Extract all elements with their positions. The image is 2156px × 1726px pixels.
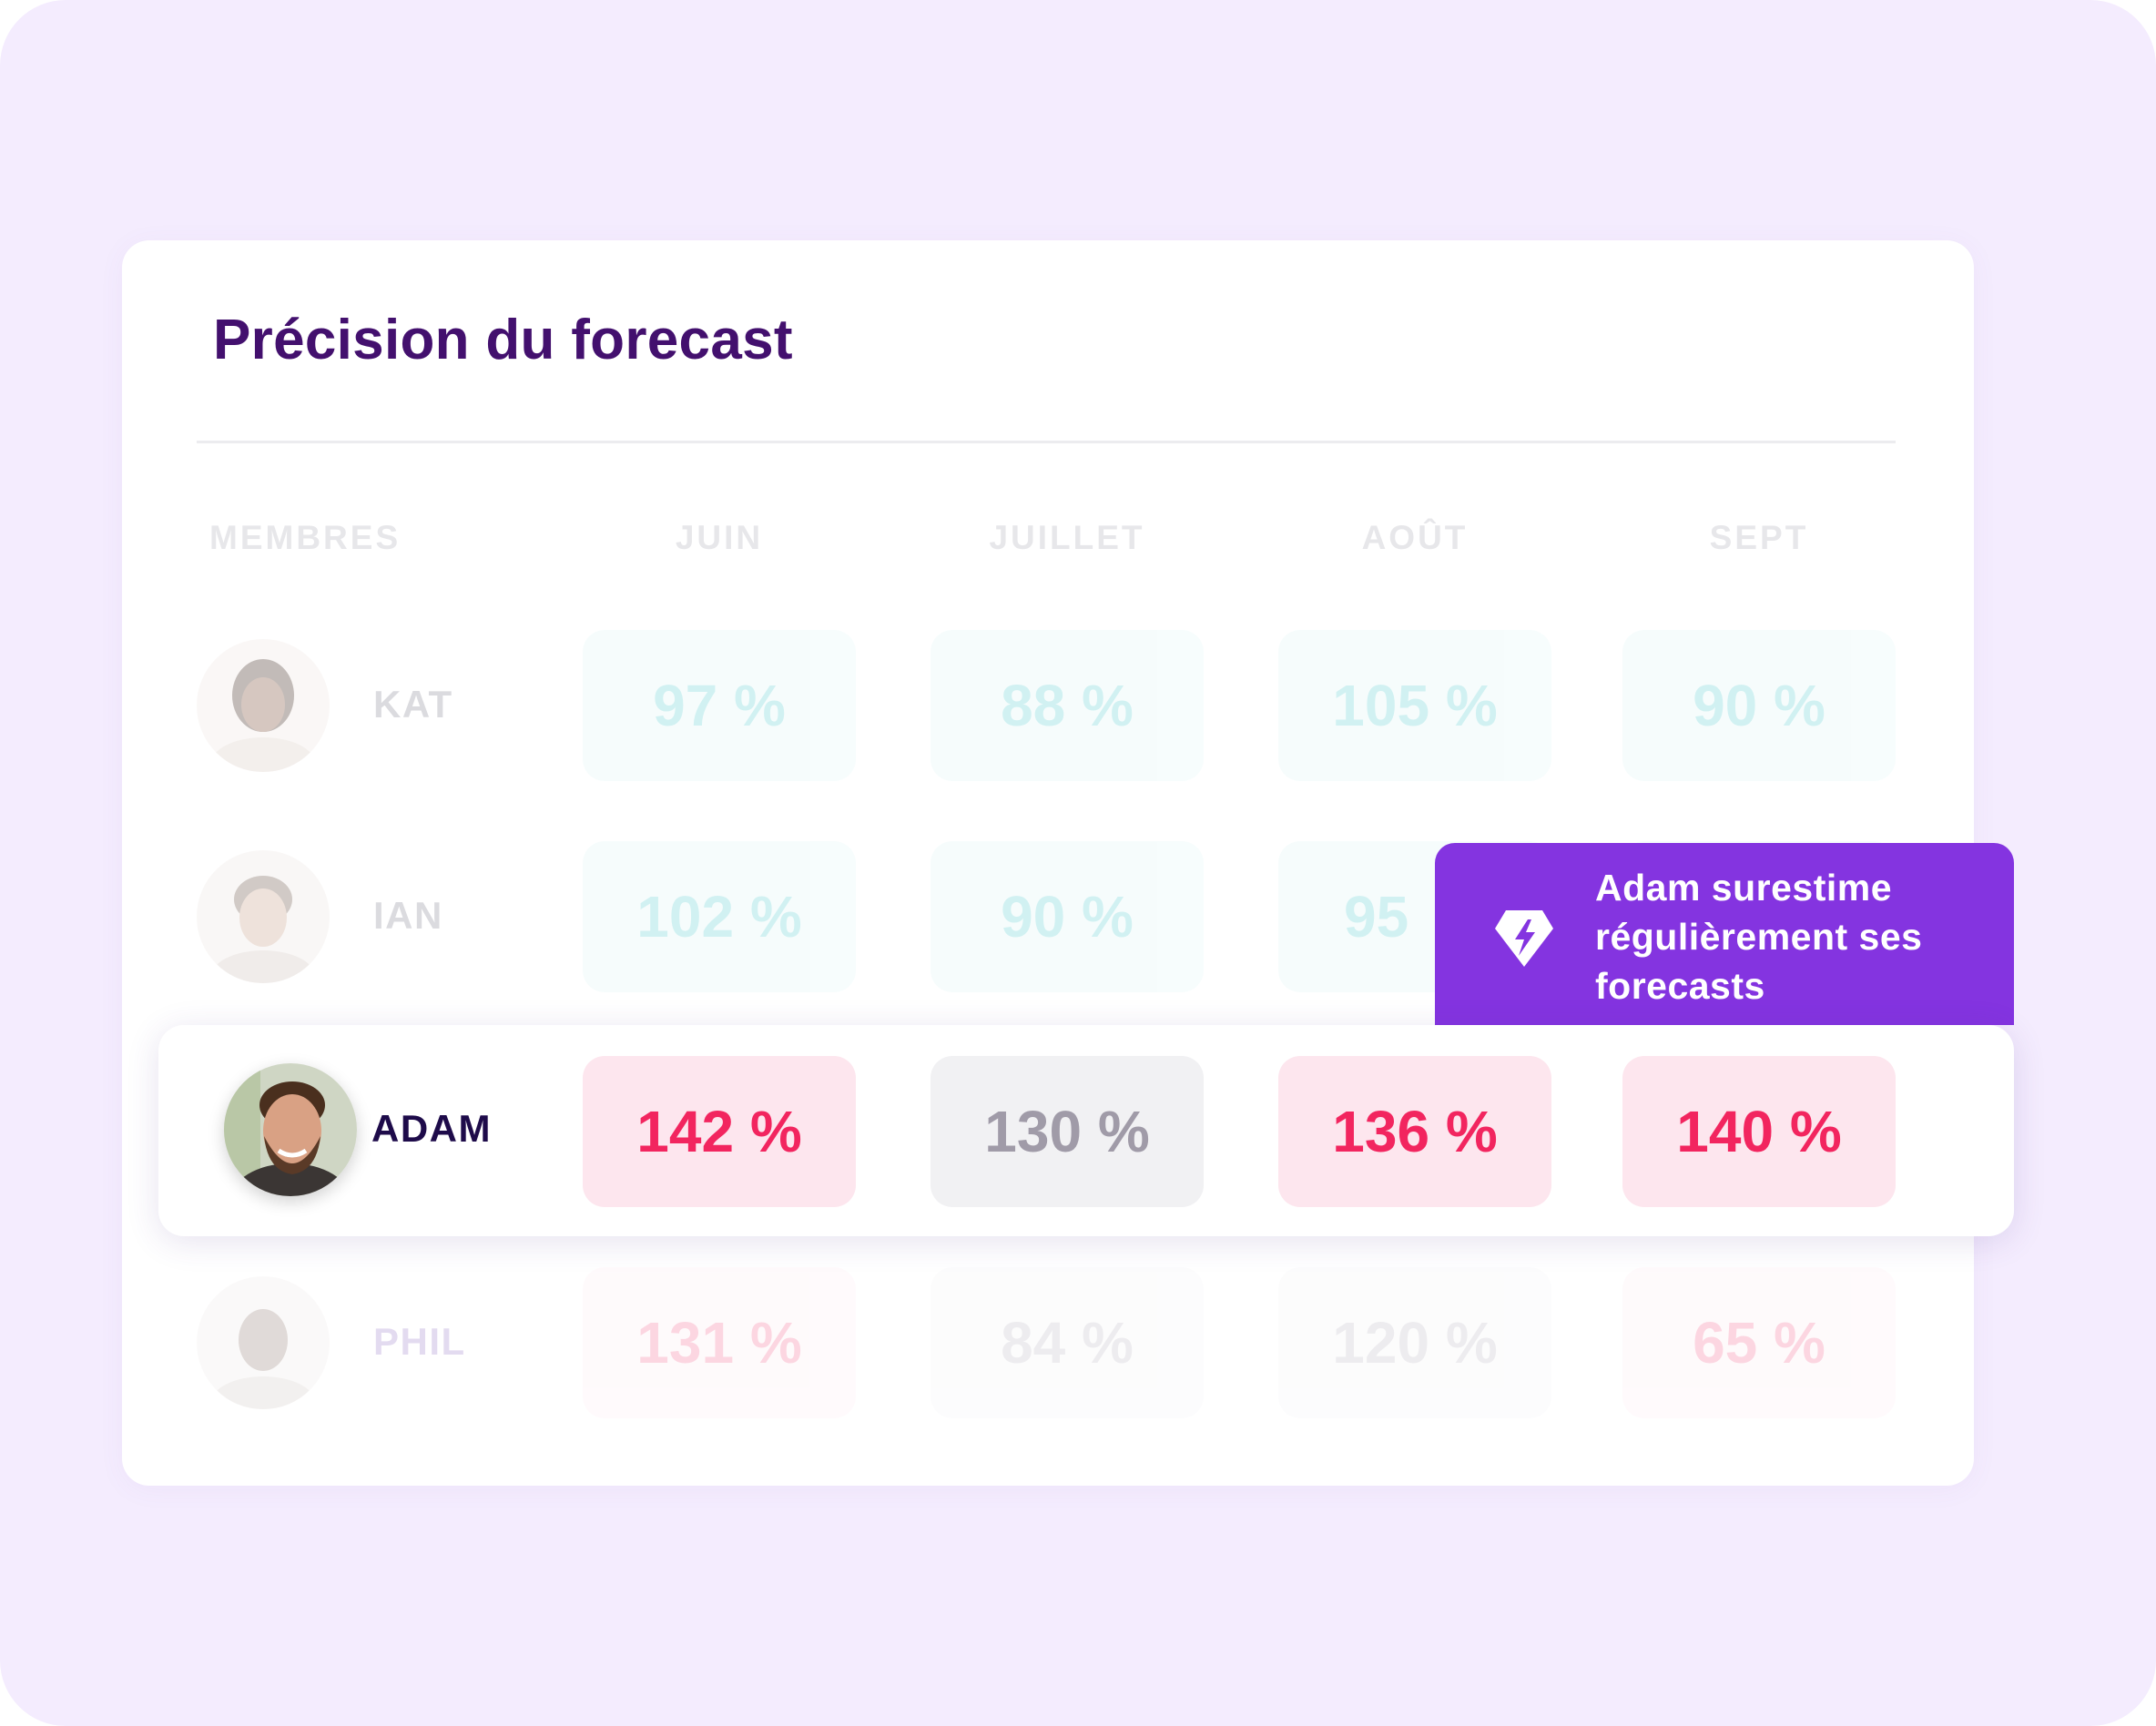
forecast-cell[interactable]: 90 % <box>931 841 1204 992</box>
column-header-members: MEMBRES <box>209 519 402 556</box>
forecast-cell[interactable]: 102 % <box>583 841 856 992</box>
insight-callout: Adam surestime régulièrement ses forecas… <box>1435 843 2014 1025</box>
table-row-kat[interactable]: KAT 97 % 88 % 105 % 90 % <box>122 630 1974 781</box>
table-row-adam[interactable]: ADAM 142 % 130 % 136 % 140 % <box>158 1025 2014 1236</box>
callout-line: Adam surestime <box>1595 867 1893 909</box>
forecast-cell[interactable]: 84 % <box>931 1267 1204 1418</box>
callout-line: forecasts <box>1595 965 1765 1007</box>
avatar-phil <box>197 1276 330 1409</box>
member-name: ADAM <box>371 1107 492 1150</box>
forecast-cell[interactable]: 130 % <box>931 1056 1204 1207</box>
card-title: Précision du forecast <box>213 309 793 371</box>
lightning-diamond-icon <box>1495 910 1553 967</box>
column-header-juillet: JUILLET <box>989 519 1145 556</box>
avatar-kat <box>197 639 330 772</box>
callout-text: Adam surestime régulièrement ses forecas… <box>1595 863 1996 1010</box>
forecast-cell[interactable]: 142 % <box>583 1056 856 1207</box>
forecast-cell[interactable]: 140 % <box>1622 1056 1896 1207</box>
column-header-sept: SEPT <box>1709 519 1809 556</box>
forecast-cell[interactable]: 65 % <box>1622 1267 1896 1418</box>
member-name: IAN <box>373 894 443 937</box>
title-divider <box>197 441 1896 443</box>
forecast-cell[interactable]: 105 % <box>1278 630 1551 781</box>
member-name: KAT <box>373 683 453 726</box>
forecast-cell[interactable]: 88 % <box>931 630 1204 781</box>
callout-line: régulièrement ses <box>1595 916 1923 958</box>
forecast-cell[interactable]: 131 % <box>583 1267 856 1418</box>
column-header-juin: JUIN <box>675 519 764 556</box>
forecast-cell[interactable]: 120 % <box>1278 1267 1551 1418</box>
avatar-adam <box>224 1063 357 1196</box>
member-name: PHIL <box>373 1320 466 1363</box>
column-header-aout: AOÛT <box>1361 519 1469 556</box>
table-row-phil[interactable]: PHIL 131 % 84 % 120 % 65 % <box>122 1267 1974 1418</box>
avatar-ian <box>197 850 330 983</box>
forecast-cell[interactable]: 97 % <box>583 630 856 781</box>
forecast-cell[interactable]: 136 % <box>1278 1056 1551 1207</box>
forecast-cell[interactable]: 90 % <box>1622 630 1896 781</box>
